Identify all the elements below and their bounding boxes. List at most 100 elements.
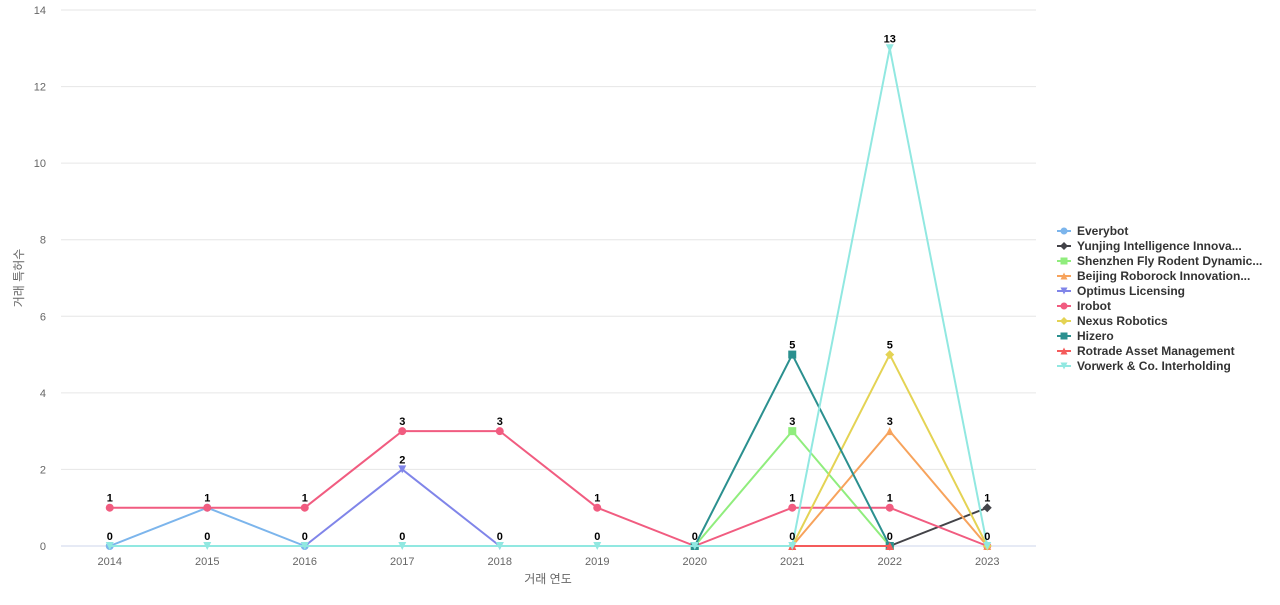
legend-marker-optimus-licensing	[1060, 287, 1068, 295]
data-point-vorwerk-co-interholding-2015	[203, 542, 212, 550]
data-point-nexus-robotics-2022	[885, 350, 895, 360]
legend-item-irobot[interactable]: Irobot	[1057, 299, 1111, 313]
legend-label-optimus-licensing: Optimus Licensing	[1077, 284, 1185, 298]
data-label-2016: 0	[302, 531, 308, 543]
x-tick-label-2023: 2023	[975, 556, 999, 568]
legend-marker-nexus-robotics	[1060, 317, 1068, 325]
data-label-2019: 0	[594, 531, 600, 543]
legend-label-vorwerk-co-interholding: Vorwerk & Co. Interholding	[1077, 359, 1231, 373]
data-label-2017: 2	[399, 454, 405, 466]
x-tick-label-2018: 2018	[488, 556, 512, 568]
data-label-2018: 0	[497, 531, 503, 543]
legend-label-nexus-robotics: Nexus Robotics	[1077, 314, 1168, 328]
x-tick-label-2015: 2015	[195, 556, 219, 568]
data-label-2022: 3	[887, 416, 893, 428]
data-point-irobot-2016	[300, 503, 309, 512]
grid-layer	[61, 9, 1036, 547]
legend-label-rotrade-asset-management: Rotrade Asset Management	[1077, 344, 1235, 358]
data-label-2021: 5	[789, 340, 795, 352]
data-label-2014: 1	[107, 493, 113, 505]
data-point-irobot-2017	[398, 427, 407, 436]
legend-label-beijing-roborock-innovation: Beijing Roborock Innovation...	[1077, 269, 1250, 283]
legend-marker-rotrade-asset-management	[1060, 347, 1068, 355]
legend-label-yunjing-intelligence-innova: Yunjing Intelligence Innova...	[1077, 239, 1242, 253]
legend-marker-vorwerk-co-interholding	[1060, 362, 1068, 370]
x-tick-label-2017: 2017	[390, 556, 414, 568]
data-point-optimus-licensing-2017	[398, 465, 407, 474]
series-rotrade-asset-management	[788, 542, 894, 550]
legend-item-shenzhen-fly-rodent-dynamic[interactable]: Shenzhen Fly Rodent Dynamic...	[1057, 254, 1262, 268]
y-tick-label: 14	[34, 5, 46, 17]
x-tick-label-2016: 2016	[293, 556, 317, 568]
data-label-2016: 1	[302, 493, 308, 505]
legend-item-beijing-roborock-innovation[interactable]: Beijing Roborock Innovation...	[1057, 269, 1250, 283]
data-point-rotrade-asset-management-2022	[885, 542, 894, 550]
y-tick-label: 8	[40, 235, 46, 247]
legend-label-everybot: Everybot	[1077, 224, 1128, 238]
data-label-2014: 0	[107, 531, 113, 543]
series-nexus-robotics	[787, 350, 992, 551]
data-label-2020: 0	[692, 531, 698, 543]
y-tick-label: 2	[40, 464, 46, 476]
y-tick-label: 12	[34, 82, 46, 94]
data-label-2022: 0	[887, 531, 893, 543]
y-tick-label: 4	[40, 388, 46, 400]
x-tick-label-2019: 2019	[585, 556, 609, 568]
data-label-2022: 5	[887, 340, 893, 352]
series-line-hizero	[693, 353, 891, 547]
data-point-vorwerk-co-interholding-2017	[398, 542, 407, 550]
series-hizero	[690, 350, 894, 550]
series-line-irobot	[109, 430, 988, 547]
legend-marker-beijing-roborock-innovation	[1060, 272, 1068, 280]
data-label-2021: 3	[789, 416, 795, 428]
data-label-2021: 1	[789, 493, 795, 505]
legend-item-optimus-licensing[interactable]: Optimus Licensing	[1057, 284, 1185, 298]
data-label-2021: 0	[789, 531, 795, 543]
series-irobot	[105, 427, 992, 550]
data-point-yunjing-intelligence-innova-2023	[982, 503, 992, 513]
data-label-2022: 1	[887, 493, 893, 505]
data-point-shenzhen-fly-rodent-dynamic-2021	[788, 427, 797, 436]
data-label-2015: 1	[204, 493, 210, 505]
data-point-vorwerk-co-interholding-2018	[495, 542, 504, 550]
legend-marker-hizero	[1060, 332, 1068, 340]
series-line-vorwerk-co-interholding	[109, 47, 989, 547]
legend-label-shenzhen-fly-rodent-dynamic: Shenzhen Fly Rodent Dynamic...	[1077, 254, 1262, 268]
legend-item-everybot[interactable]: Everybot	[1057, 224, 1128, 238]
data-point-irobot-2021	[788, 503, 797, 512]
data-point-irobot-2014	[105, 503, 114, 512]
y-tick-label: 10	[34, 158, 46, 170]
data-point-irobot-2018	[495, 427, 504, 436]
legend-item-nexus-robotics[interactable]: Nexus Robotics	[1057, 314, 1168, 328]
x-tick-label-2014: 2014	[98, 556, 122, 568]
x-axis-title: 거래 연도	[524, 572, 572, 586]
data-point-vorwerk-co-interholding-2021	[788, 542, 797, 550]
data-point-irobot-2022	[885, 503, 894, 512]
y-tick-label: 6	[40, 311, 46, 323]
series-layer	[105, 44, 992, 551]
data-label-layer: 1 0 1 0 1 0 3 2 0 3 0 1 0 0 5 3 1 0 13 5 3 1 0 1 0	[107, 33, 991, 543]
legend-item-vorwerk-co-interholding[interactable]: Vorwerk & Co. Interholding	[1057, 359, 1231, 373]
data-point-irobot-2019	[593, 503, 602, 512]
legend-item-yunjing-intelligence-innova[interactable]: Yunjing Intelligence Innova...	[1057, 239, 1242, 253]
x-tick-label-2021: 2021	[780, 556, 804, 568]
legend-item-rotrade-asset-management[interactable]: Rotrade Asset Management	[1057, 344, 1235, 358]
x-tick-label-2020: 2020	[683, 556, 707, 568]
legend-item-hizero[interactable]: Hizero	[1057, 329, 1114, 343]
data-point-vorwerk-co-interholding-2023	[983, 542, 992, 550]
data-label-2015: 0	[204, 531, 210, 543]
legend-marker-yunjing-intelligence-innova	[1060, 242, 1068, 250]
legend-label-hizero: Hizero	[1077, 329, 1114, 343]
legend-marker-irobot	[1060, 302, 1068, 310]
data-point-irobot-2015	[203, 503, 212, 512]
legend-marker-everybot	[1060, 227, 1068, 235]
data-label-2019: 1	[594, 493, 600, 505]
data-point-vorwerk-co-interholding-2014	[105, 542, 114, 550]
data-label-2017: 3	[399, 416, 405, 428]
data-label-2018: 3	[497, 416, 503, 428]
legend-marker-shenzhen-fly-rodent-dynamic	[1060, 257, 1068, 265]
